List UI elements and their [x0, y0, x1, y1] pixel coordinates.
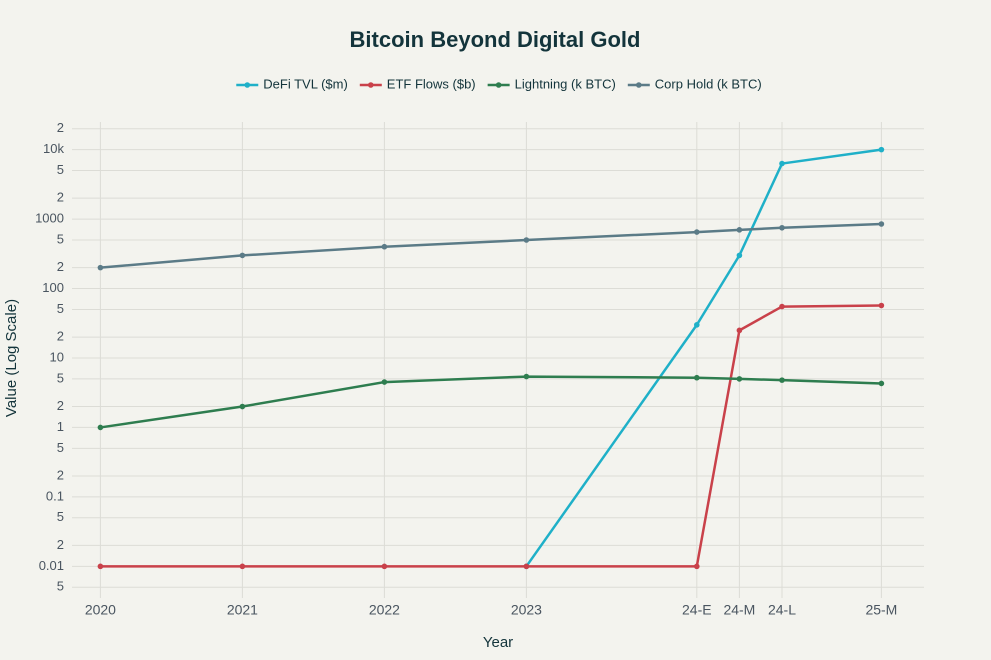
legend-item: Lightning (k BTC) [487, 76, 616, 91]
data-point [736, 327, 743, 334]
data-point [779, 377, 785, 383]
y-tick-label: 10 [50, 349, 64, 364]
series-line [100, 375, 882, 429]
data-point [878, 146, 885, 153]
y-tick-label: 2 [57, 398, 64, 413]
data-point [97, 424, 104, 431]
x-tick-label: 24-L [768, 602, 796, 618]
series-line [100, 304, 882, 568]
data-point [381, 563, 388, 570]
chart-title: Bitcoin Beyond Digital Gold [350, 27, 641, 52]
legend-marker [367, 82, 374, 88]
y-tick-label: 100 [42, 280, 64, 295]
y-tick-label: 5 [57, 509, 64, 524]
data-point [736, 376, 743, 382]
y-tick-label: 1000 [35, 211, 64, 226]
legend: DeFi TVL ($m) ETF Flows ($b) Lightning (k … [236, 76, 762, 91]
legend-marker [495, 82, 502, 88]
data-point [878, 221, 885, 227]
y-tick-label: 5 [57, 370, 64, 385]
x-tick-label: 2023 [511, 602, 542, 618]
legend-item: DeFi TVL ($m) [236, 76, 348, 91]
y-tick-label: 2 [57, 329, 64, 344]
y-tick-label: 2 [57, 120, 64, 135]
y-tick-label: 10k [43, 141, 64, 156]
data-point [694, 229, 700, 235]
y-tick-label: 0.1 [46, 488, 64, 503]
y-tick-label: 5 [57, 231, 64, 246]
legend-item: Corp Hold (k BTC) [627, 76, 762, 91]
y-tick-label: 5 [57, 579, 64, 594]
y-tick-label: 1 [57, 419, 64, 434]
x-tick-label: 2021 [227, 602, 258, 618]
y-tick-label: 2 [57, 537, 64, 552]
data-point [239, 403, 246, 410]
y-tick-label: 2 [57, 190, 64, 205]
x-tick-label: 2020 [85, 602, 116, 618]
x-axis-title: Year [483, 634, 513, 651]
y-tick-label: 5 [57, 301, 64, 316]
legend-item: ETF Flows ($b) [359, 76, 476, 91]
x-tick-label: 25-M [865, 602, 897, 618]
data-point [779, 224, 785, 231]
data-point [779, 303, 785, 310]
x-tick-label: 24-E [682, 602, 712, 618]
y-axis-title: Value (Log Scale) [3, 299, 20, 417]
y-tick-label: 2 [57, 259, 64, 274]
legend-marker [244, 82, 251, 88]
data-point [523, 563, 530, 570]
data-point [694, 563, 700, 570]
x-tick-label: 2022 [369, 602, 400, 618]
data-point [381, 379, 388, 385]
legend-label: Lightning (k BTC) [515, 76, 616, 91]
legend-label: Corp Hold (k BTC) [655, 76, 762, 91]
data-point [523, 373, 530, 380]
data-point [523, 237, 530, 243]
legend-label: DeFi TVL ($m) [263, 76, 348, 91]
data-point [779, 160, 785, 167]
data-point [878, 380, 885, 387]
data-point [239, 252, 246, 259]
data-point [694, 322, 700, 328]
data-point [736, 227, 743, 233]
data-point [239, 563, 246, 570]
y-tick-label: 0.01 [39, 558, 64, 573]
data-point [97, 264, 104, 271]
y-tick-label: 5 [57, 440, 64, 455]
data-point [694, 374, 700, 381]
y-tick-label: 5 [57, 162, 64, 177]
data-point [381, 243, 388, 250]
data-point [97, 563, 104, 570]
data-point [878, 302, 885, 309]
data-point [736, 252, 743, 259]
legend-label: ETF Flows ($b) [387, 76, 476, 91]
y-tick-label: 2 [57, 467, 64, 482]
series-line [100, 222, 882, 269]
legend-marker [635, 82, 642, 88]
x-tick-label: 24-M [723, 602, 755, 618]
